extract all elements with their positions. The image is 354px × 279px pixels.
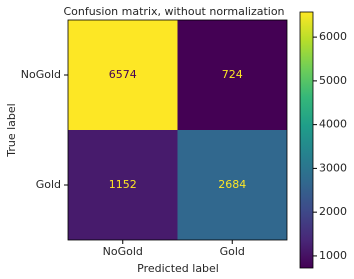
plot-frame: [67, 19, 288, 241]
colorbar-tick-label: 4000: [319, 118, 347, 131]
x-tick-label: NoGold: [103, 245, 143, 258]
cell-label: 6574: [109, 68, 137, 81]
colorbar-tick-label: 6000: [319, 30, 347, 43]
colorbar-tick-label: 2000: [319, 205, 347, 218]
y-tick-label: NoGold: [21, 68, 61, 81]
heatmap-cell: [177, 130, 287, 240]
colorbar: [299, 11, 314, 269]
chart-title: Confusion matrix, without normalization: [63, 5, 284, 18]
colorbar-tick-label: 5000: [319, 74, 347, 87]
cell-label: 724: [222, 68, 243, 81]
heatmap-cell: [177, 20, 287, 130]
colorbar-tick-label: 3000: [319, 161, 347, 174]
y-tick-label: Gold: [36, 178, 61, 191]
y-axis-label: True label: [5, 103, 18, 157]
heatmap-cell: [68, 20, 178, 130]
cell-label: 1152: [109, 178, 137, 191]
x-axis-label: Predicted label: [137, 262, 219, 275]
cell-label: 2684: [218, 178, 246, 191]
colorbar-tick-label: 1000: [319, 249, 347, 262]
x-tick-label: Gold: [220, 245, 245, 258]
heatmap-cell: [68, 130, 178, 240]
